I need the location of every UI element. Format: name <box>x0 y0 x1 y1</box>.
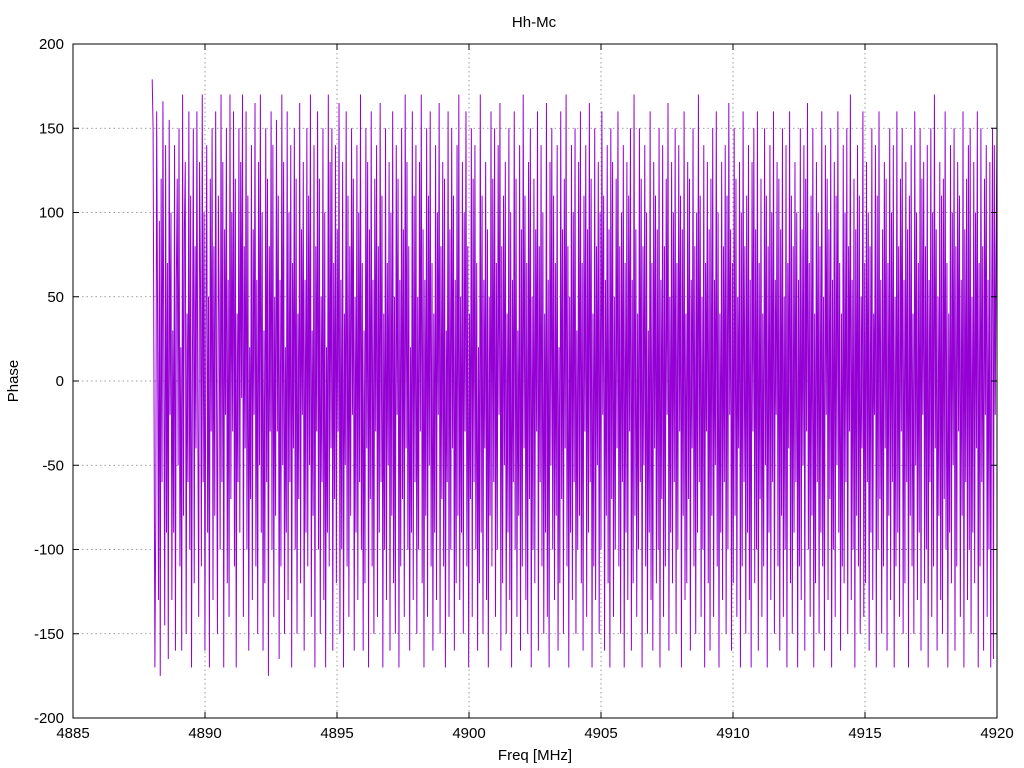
y-tick-label: 200 <box>39 36 64 53</box>
x-tick-label: 4905 <box>584 725 617 742</box>
y-tick-label: -50 <box>42 457 64 474</box>
chart-title: Hh-Mc <box>512 14 557 31</box>
x-tick-label: 4895 <box>320 725 353 742</box>
y-tick-label: 150 <box>39 120 64 137</box>
y-tick-label: 0 <box>56 373 64 390</box>
x-tick-label: 4920 <box>980 725 1013 742</box>
x-tick-label: 4915 <box>848 725 881 742</box>
series-layer <box>151 79 998 676</box>
x-tick-label: 4885 <box>56 725 89 742</box>
y-tick-label: -100 <box>34 542 64 559</box>
y-tick-label: -150 <box>34 626 64 643</box>
y-tick-label: -200 <box>34 710 64 727</box>
x-tick-label: 4890 <box>188 725 221 742</box>
x-axis-label: Freq [MHz] <box>498 747 572 764</box>
series-line <box>151 79 998 676</box>
y-tick-label: 100 <box>39 205 64 222</box>
x-tick-label: 4910 <box>716 725 749 742</box>
y-tick-label: 50 <box>47 289 64 306</box>
y-axis-label: Phase <box>5 360 22 403</box>
x-tick-label: 4900 <box>452 725 485 742</box>
ticks: 4885 4890 4895 4900 4905 4910 4915 4920 -200 -150… <box>34 36 1014 742</box>
